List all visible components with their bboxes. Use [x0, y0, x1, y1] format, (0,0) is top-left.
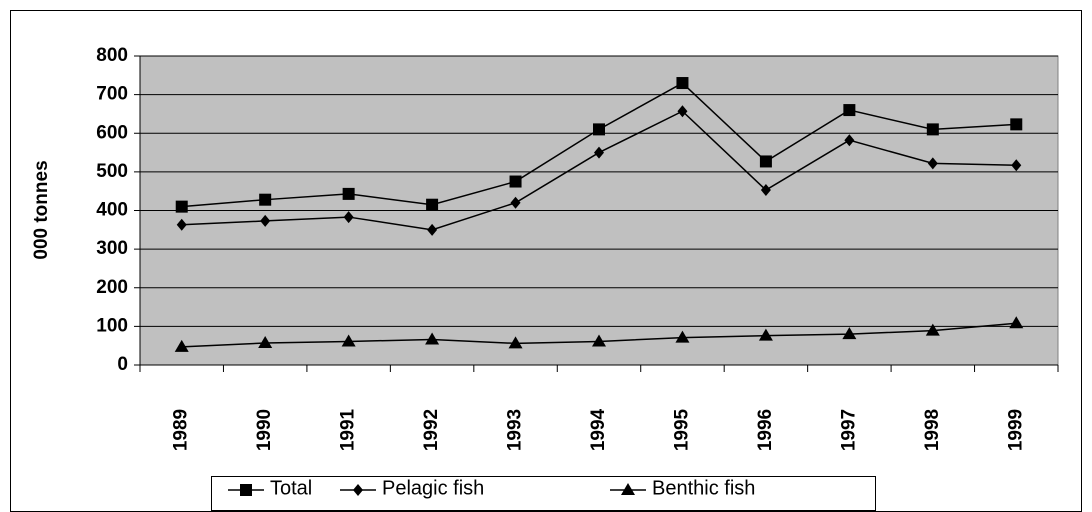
marker-square	[259, 193, 272, 206]
y-tick-label: 0	[117, 354, 128, 375]
marker-triangle	[621, 483, 635, 495]
x-tick-label: 1990	[254, 409, 275, 451]
y-tick-label: 400	[96, 200, 128, 221]
marker-diamond	[510, 196, 521, 209]
marker-triangle	[1009, 316, 1024, 329]
y-axis-label: 000 tonnes	[31, 160, 52, 259]
marker-square	[676, 77, 689, 90]
marker-triangle	[925, 323, 940, 336]
y-tick-label: 300	[96, 238, 128, 259]
marker-diamond	[677, 105, 688, 118]
marker-diamond	[760, 184, 771, 197]
marker-triangle	[258, 335, 273, 348]
x-tick-label: 1995	[671, 408, 692, 451]
y-tick-label: 100	[96, 315, 128, 336]
marker-diamond	[594, 146, 604, 159]
marker-triangle	[425, 332, 440, 345]
marker-diamond	[260, 214, 271, 227]
x-tick-label: 1996	[755, 409, 776, 451]
marker-square	[593, 123, 605, 136]
marker-triangle	[174, 339, 189, 352]
marker-triangle	[842, 327, 857, 340]
marker-diamond	[844, 134, 855, 147]
marker-square	[175, 200, 188, 213]
legend-label: Pelagic fish	[382, 477, 484, 499]
y-tick-label: 200	[96, 277, 128, 298]
x-tick-label: 1993	[505, 409, 526, 451]
x-tick-label: 1991	[338, 408, 359, 451]
marker-square	[926, 123, 939, 136]
x-tick-label: 1997	[838, 409, 859, 451]
x-tick-label: 1992	[421, 409, 442, 451]
y-tick-label: 600	[96, 122, 128, 143]
marker-diamond	[427, 223, 438, 236]
x-tick-label: 1998	[922, 409, 943, 451]
marker-square	[759, 155, 772, 168]
y-tick-label: 500	[96, 161, 128, 182]
y-tick-label: 700	[96, 84, 128, 105]
marker-diamond	[176, 218, 187, 231]
marker-square	[426, 198, 439, 211]
legend-label: Benthic fish	[652, 477, 755, 499]
marker-triangle	[508, 336, 523, 349]
marker-triangle	[341, 334, 356, 347]
marker-diamond	[1011, 159, 1022, 172]
y-tick-label: 800	[96, 45, 128, 66]
marker-square	[843, 104, 856, 117]
marker-diamond	[927, 157, 938, 170]
marker-diamond	[343, 211, 354, 224]
legend-label: Total	[270, 477, 312, 499]
marker-square	[240, 484, 252, 496]
marker-triangle	[592, 334, 606, 347]
x-tick-label: 1989	[171, 409, 192, 451]
x-tick-label: 1994	[588, 408, 609, 451]
legend-box	[211, 476, 876, 511]
marker-diamond	[353, 484, 363, 496]
marker-square	[1010, 118, 1023, 131]
marker-triangle	[758, 328, 773, 341]
marker-square	[509, 175, 522, 188]
marker-square	[342, 187, 355, 200]
marker-triangle	[675, 330, 690, 343]
x-tick-label: 1999	[1005, 409, 1026, 451]
